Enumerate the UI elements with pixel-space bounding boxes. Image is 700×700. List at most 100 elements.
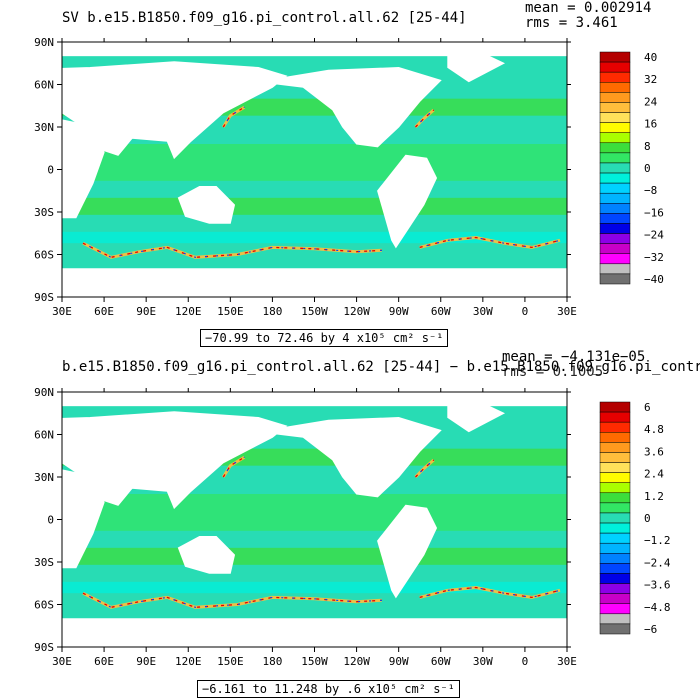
eddy-neg-0-0 <box>82 242 382 258</box>
colorbar-swatch-1-17 <box>599 573 631 584</box>
x-tick-label-1-7: 120W <box>343 655 370 668</box>
colorbar-swatch-0-19 <box>599 243 631 254</box>
colorbar-swatch-0-18 <box>599 233 631 244</box>
x-tick-label-1-1: 60E <box>94 655 114 668</box>
colorbar-swatch-1-20 <box>599 603 631 615</box>
colorbar-swatch-0-13 <box>599 182 631 194</box>
y-tick-label-1-5: 60S <box>34 599 54 612</box>
colorbar-label-1-1: 4.8 <box>644 423 664 436</box>
colorbar-label-1-10: −6 <box>644 623 657 636</box>
y-tick-label-1-4: 30S <box>34 556 54 569</box>
colorbar-swatch-0-6 <box>599 112 631 123</box>
colorbar-swatch-1-22 <box>599 623 631 635</box>
x-tick-label-0-12: 30E <box>557 305 577 318</box>
top-map-panel: SV b.e15.B1850.f09_g16.pi_control.all.62… <box>5 0 665 347</box>
colorbar-label-0-6: −8 <box>644 184 657 197</box>
colorbar-swatch-0-9 <box>599 142 631 154</box>
x-tick-label-1-4: 150E <box>217 655 244 668</box>
top-map-plot: 30E 60E 90E 120E 150E 180 150W 120W 90W 60W 30W 0 30… <box>5 36 665 318</box>
colorbar-label-1-3: 2.4 <box>644 468 664 481</box>
field-band-0-3 <box>62 231 567 244</box>
colorbar-swatch-1-12 <box>599 522 631 534</box>
colorbar-swatch-0-20 <box>599 253 631 265</box>
y-tick-label-1-2: 30N <box>34 471 54 484</box>
colorbar-swatch-0-21 <box>599 263 631 275</box>
colorbar-swatch-0-14 <box>599 192 631 204</box>
land-mass-0-1 <box>5 61 288 160</box>
colorbar-label-1-9: −4.8 <box>644 601 671 614</box>
colorbar-label-0-1: 32 <box>644 73 657 86</box>
colorbar-swatch-0-4 <box>599 92 631 103</box>
y-tick-label-1-3: 0 <box>47 514 54 527</box>
x-tick-label-0-1: 60E <box>94 305 114 318</box>
y-tick-label-0-1: 60N <box>34 79 54 92</box>
colorbar-swatch-1-16 <box>599 563 631 574</box>
x-tick-label-0-0: 30E <box>52 305 72 318</box>
land-mass-1-5 <box>447 402 506 433</box>
land-mass-1-0 <box>0 466 105 569</box>
eddy-core-1-1 <box>419 586 561 599</box>
top-range-label: −70.99 to 72.46 by 4 x10⁵ cm² s⁻¹ <box>200 329 449 347</box>
bottom-map-panel: b.e15.B1850.f09_g16.pi_control.all.62 [2… <box>0 349 700 700</box>
field-band-1-3 <box>62 581 567 594</box>
top-map-title: SV b.e15.B1850.f09_g16.pi_control.all.62… <box>62 10 467 26</box>
y-tick-label-1-6: 90S <box>34 641 54 654</box>
colorbar-label-1-2: 3.6 <box>644 445 664 458</box>
eddy-core-0-2 <box>222 106 245 128</box>
x-tick-label-1-10: 30W <box>473 655 493 668</box>
colorbar-swatch-0-16 <box>599 213 631 224</box>
colorbar-swatch-0-22 <box>599 273 631 285</box>
colorbar-swatch-1-7 <box>599 472 631 483</box>
colorbar-label-0-3: 16 <box>644 118 657 131</box>
x-tick-label-1-11: 0 <box>522 655 529 668</box>
colorbar-swatch-1-5 <box>599 452 631 463</box>
colorbar-swatch-0-2 <box>599 71 631 83</box>
eddy-core-0-1 <box>419 236 561 249</box>
colorbar-label-0-4: 8 <box>644 140 651 153</box>
y-tick-label-0-2: 30N <box>34 121 54 134</box>
land-mass-1-2 <box>177 536 236 574</box>
eddy-neg-1-0 <box>82 592 382 608</box>
colorbar-swatch-0-15 <box>599 203 631 214</box>
x-tick-label-0-11: 0 <box>522 305 529 318</box>
top-mean-label: mean = 0.002914 <box>525 0 652 16</box>
colorbar-swatch-1-15 <box>599 553 631 564</box>
colorbar-label-0-10: −40 <box>644 273 664 286</box>
colorbar-label-0-7: −16 <box>644 206 664 219</box>
colorbar-swatch-1-19 <box>599 593 631 604</box>
bottom-map-title: b.e15.B1850.f09_g16.pi_control.all.62 [2… <box>62 359 700 375</box>
colorbar-label-0-5: 0 <box>644 162 651 175</box>
field-band-1-2 <box>62 547 567 565</box>
y-tick-label-0-3: 0 <box>47 164 54 177</box>
colorbar-swatch-0-1 <box>599 61 631 73</box>
y-tick-label-1-0: 90N <box>34 386 54 399</box>
colorbar-swatch-1-1 <box>599 411 631 423</box>
top-rms-label: rms = 3.461 <box>525 15 618 31</box>
colorbar-label-1-8: −3.6 <box>644 579 671 592</box>
eddy-streak-0-3 <box>414 108 435 129</box>
x-tick-label-0-10: 30W <box>473 305 493 318</box>
land-mass-1-4 <box>377 504 438 599</box>
x-tick-label-0-5: 180 <box>262 305 282 318</box>
y-tick-label-0-6: 90S <box>34 291 54 304</box>
colorbar-swatch-0-3 <box>599 82 631 93</box>
y-tick-label-0-4: 30S <box>34 206 54 219</box>
colorbar-label-0-9: −32 <box>644 251 664 264</box>
colorbar-swatch-0-7 <box>599 122 631 133</box>
colorbar-label-1-5: 0 <box>644 512 651 525</box>
colorbar-swatch-1-18 <box>599 583 631 594</box>
eddy-core-1-2 <box>222 456 245 478</box>
colorbar-swatch-1-13 <box>599 532 631 544</box>
colorbar-swatch-1-10 <box>599 502 631 514</box>
x-tick-label-0-2: 90E <box>136 305 156 318</box>
colorbar-swatch-0-12 <box>599 172 631 184</box>
colorbar-swatch-1-9 <box>599 492 631 504</box>
colorbar-swatch-1-14 <box>599 542 631 554</box>
colorbar-swatch-0-17 <box>599 223 631 234</box>
colorbar-swatch-1-0 <box>599 401 631 413</box>
x-tick-label-0-9: 60W <box>431 305 451 318</box>
field-band-0-2 <box>62 197 567 215</box>
land-mass-0-2 <box>177 186 236 224</box>
colorbar-swatch-1-3 <box>599 432 631 443</box>
colorbar-swatch-1-21 <box>599 613 631 625</box>
